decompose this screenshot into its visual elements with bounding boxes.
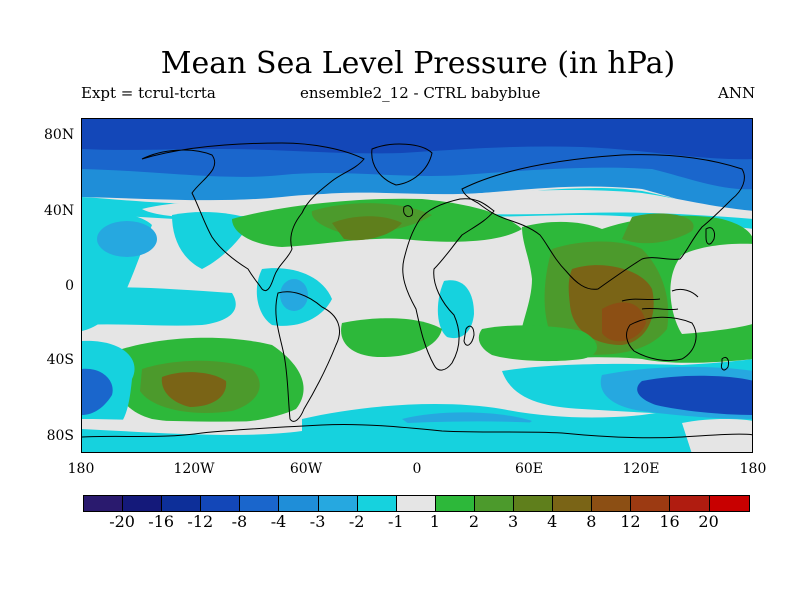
lat-label-40s: 40S (46, 352, 74, 368)
lat-label-40n: 40N (44, 203, 75, 219)
colorbar-tick-label: 8 (586, 512, 597, 531)
colorbar-swatch (201, 496, 241, 511)
colorbar-swatch (435, 496, 475, 511)
colorbar-tick-label: -1 (388, 512, 404, 531)
pressure-map (81, 118, 753, 453)
tropical-west-cyan (82, 287, 236, 326)
coast-japan (705, 227, 715, 245)
coast-eurasia (461, 154, 745, 290)
colorbar-swatch (357, 496, 397, 511)
south-indian-green (478, 325, 597, 362)
south-america-blue (280, 279, 308, 311)
lon-label-120e: 120E (622, 461, 660, 477)
colorbar-tick-label: 1 (429, 512, 440, 531)
colorbar-tick-label: -8 (231, 512, 248, 531)
colorbar-swatch (553, 496, 593, 511)
colorbar-swatch (162, 496, 202, 511)
colorbar-swatch (396, 496, 436, 511)
coastlines (82, 142, 752, 439)
colorbar-tick-label: 4 (547, 512, 558, 531)
colorbar-tick-label: 2 (468, 512, 480, 531)
colorbar-tick-label: -20 (109, 512, 135, 531)
colorbar (83, 495, 750, 512)
east-pacific-cyan (172, 212, 252, 269)
colorbar-swatch (318, 496, 358, 511)
lon-label-60e: 60E (514, 461, 544, 477)
colorbar-tick-label: -3 (309, 512, 326, 531)
colorbar-tick-label: -4 (270, 512, 287, 531)
antarctic-cyan (82, 421, 752, 452)
colorbar-tick-label: 3 (508, 512, 519, 531)
south-pacific-dark (161, 372, 227, 407)
colorbar-swatch (240, 496, 280, 511)
lat-label-80s: 80S (46, 428, 74, 444)
maritime-olive-2 (602, 302, 646, 342)
season-label: ANN (718, 84, 756, 102)
ensemble-label: ensemble2_12 - CTRL babyblue (300, 84, 541, 102)
lon-label-60w: 60W (289, 461, 323, 477)
southern-indian-deep (637, 375, 752, 415)
colorbar-tick-label: 12 (620, 512, 641, 531)
colorbar-tick-label: 16 (659, 512, 680, 531)
coast-south-america (275, 291, 340, 422)
lon-label-120w: 120W (173, 461, 215, 477)
north-atlantic-green-3 (332, 216, 402, 241)
experiment-label: Expt = tcrul-tcrta (81, 84, 216, 102)
coast-madagascar (463, 325, 475, 346)
north-polar-band-core (82, 119, 752, 160)
coast-greenland (371, 143, 433, 186)
coast-antarctica (82, 423, 752, 439)
colorbar-swatch (709, 496, 749, 511)
colorbar-swatch (123, 496, 163, 511)
coast-north-america (141, 142, 365, 291)
colorbar-tick-label: 20 (698, 512, 719, 531)
coast-uk (403, 205, 413, 218)
colorbar-tick-label: -12 (187, 512, 214, 531)
map-title: Mean Sea Level Pressure (in hPa) (160, 46, 676, 81)
lat-label-0: 0 (65, 278, 74, 294)
colorbar-tick-label: -16 (148, 512, 175, 531)
colorbar-swatch (279, 496, 319, 511)
colorbar-swatch (474, 496, 515, 511)
colorbar-swatch (631, 496, 671, 511)
pressure-map-svg (82, 119, 752, 452)
colorbar-swatch (592, 496, 632, 511)
lon-label-180w: 180 (67, 461, 95, 477)
coast-australia (626, 316, 697, 362)
lon-label-180e: 180 (739, 461, 767, 477)
southern-ocean-blue (82, 368, 113, 415)
indian-ocean-cyan (437, 280, 474, 339)
north-pacific-blue (97, 221, 157, 257)
coast-new-zealand (721, 356, 729, 371)
maritime-olive (622, 213, 694, 244)
colorbar-tick-label: -2 (348, 512, 365, 531)
colorbar-swatch (84, 496, 124, 511)
coast-indonesia (621, 288, 699, 311)
colorbar-swatch (514, 496, 554, 511)
tropical-atlantic-green (341, 318, 442, 357)
colorbar-swatch (670, 496, 710, 511)
lon-label-0: 0 (412, 461, 422, 477)
lat-label-80n: 80N (44, 127, 75, 143)
antarctic-neutral (682, 419, 752, 452)
coast-europe-africa (402, 198, 495, 371)
